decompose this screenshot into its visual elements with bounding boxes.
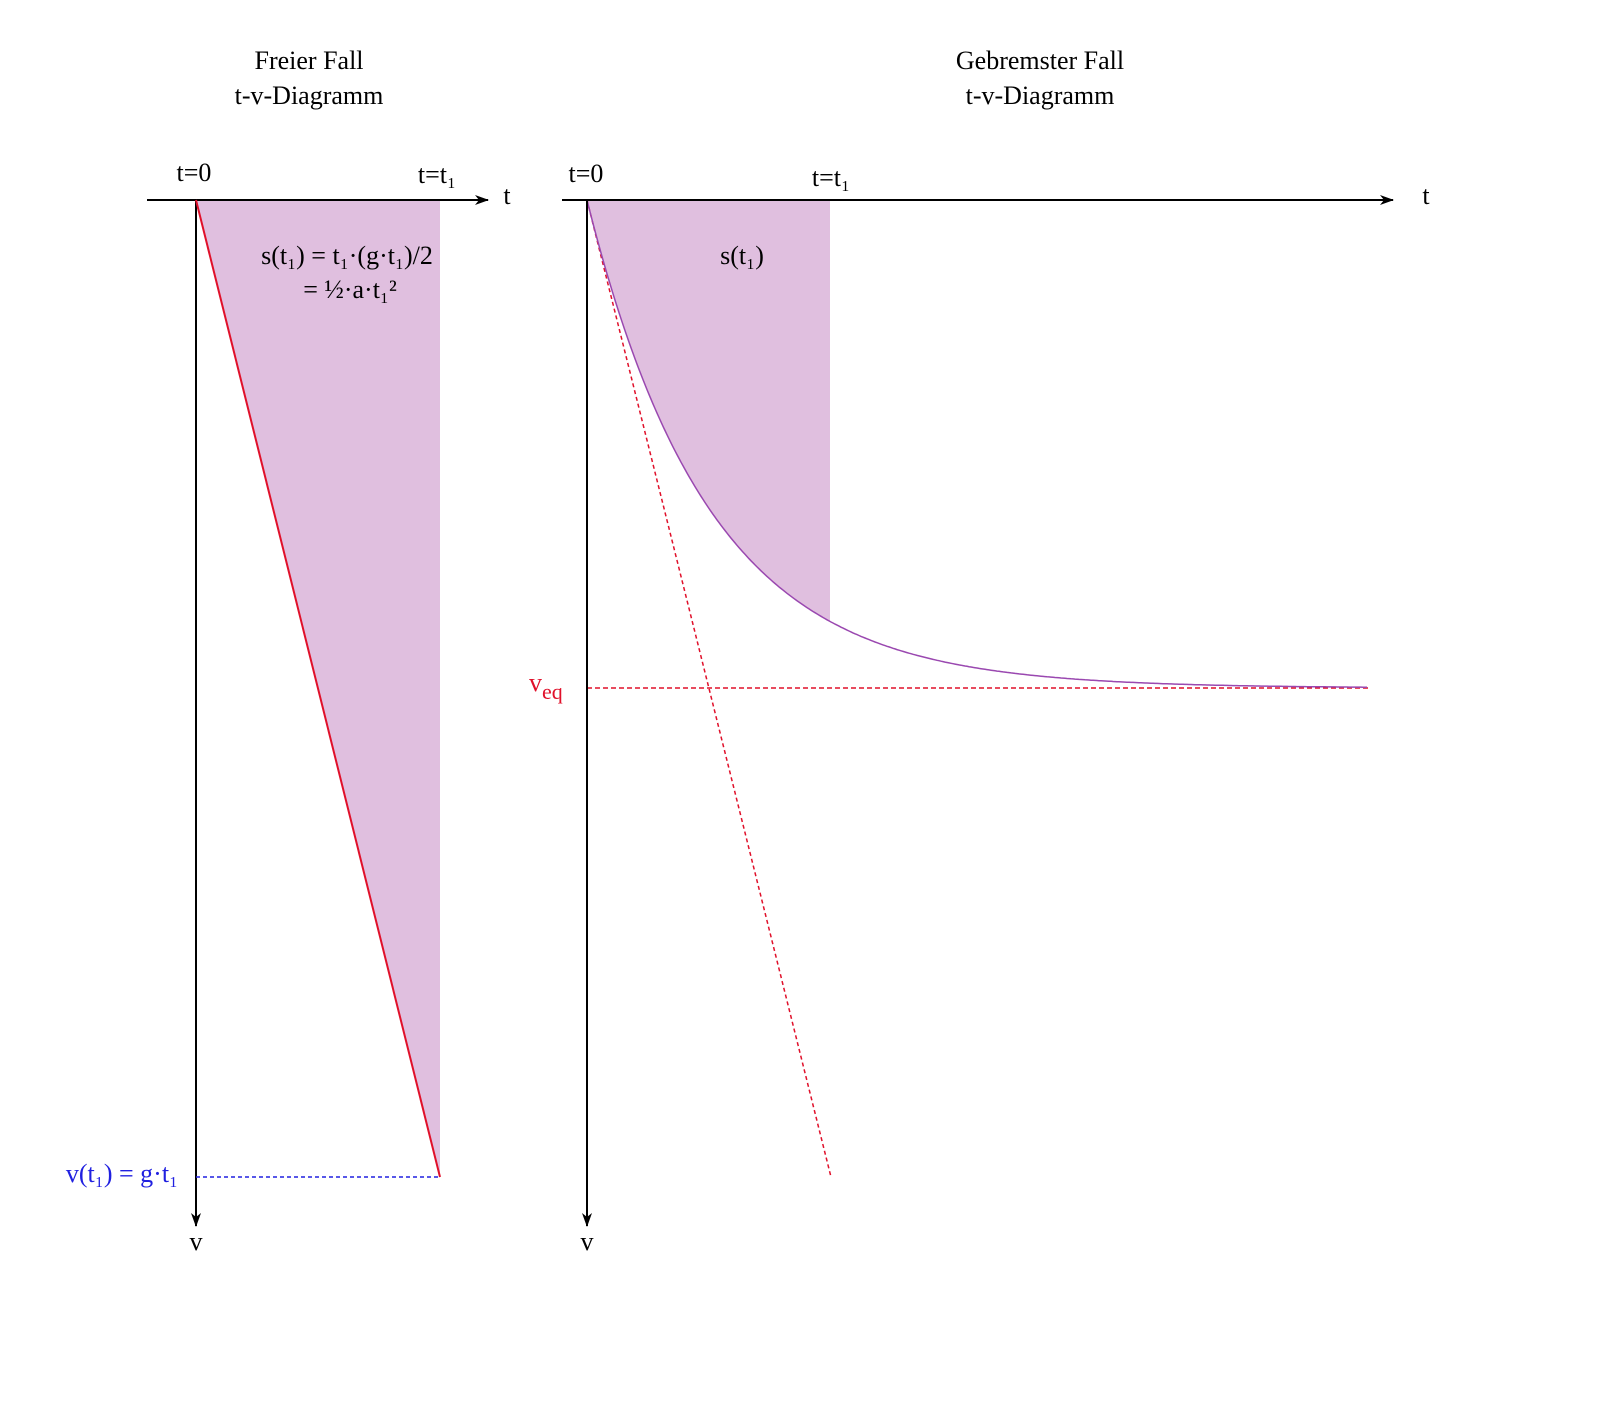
subtitle: t-v-Diagramm [966,81,1115,110]
left-diagram: Freier Fall t-v-Diagramm t v t=0 t=t₁ s(… [66,46,511,1256]
subtitle: t-v-Diagramm [235,81,384,110]
v-value-label: v(t₁) = g·t₁ [66,1159,178,1188]
area [587,200,830,622]
t1-label: t=t₁ [812,163,850,192]
veq-label: veq [529,668,563,704]
area-label: = ½·a·t₁² [303,275,397,304]
t-label: t [503,181,511,210]
t0-label: t=0 [569,159,604,188]
v-label: v [581,1227,594,1256]
velocity-curve [586,199,1367,688]
t-label: t [1422,181,1430,210]
v-label: v [190,1227,203,1256]
t0-label: t=0 [177,158,212,187]
area-label: s(t₁) = t₁·(g·t₁)/2 [261,241,433,270]
veq-sub: eq [542,679,563,704]
velocity-line [195,199,441,1178]
title: Freier Fall [254,46,363,75]
right-diagram: Gebremster Fall t-v-Diagramm t v t=0 t=t… [529,46,1430,1256]
title: Gebremster Fall [956,46,1124,75]
t1-label: t=t₁ [418,160,456,189]
area-label: s(t₁) [720,241,764,270]
veq-base: v [529,668,542,697]
